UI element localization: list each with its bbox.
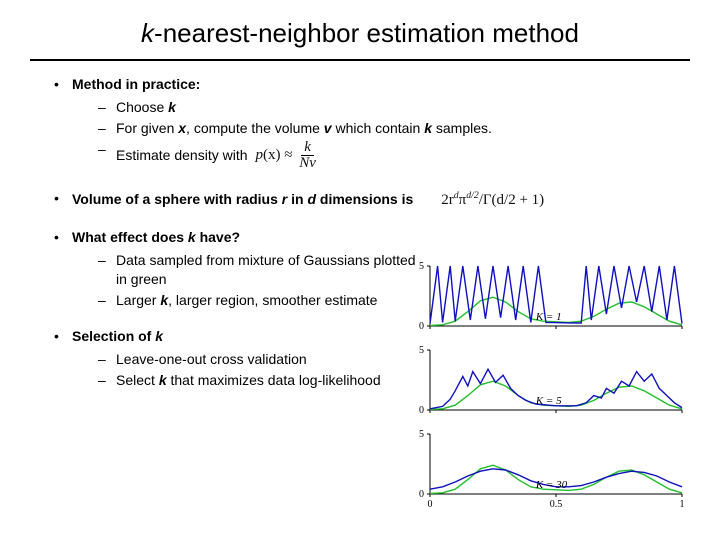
selection-sub-1: Leave-one-out cross validation bbox=[98, 350, 422, 369]
practice-head: Method in practice: bbox=[72, 76, 200, 92]
effect-head: What effect does k have? bbox=[72, 229, 240, 245]
svg-text:0: 0 bbox=[419, 405, 424, 416]
svg-text:5: 5 bbox=[419, 430, 424, 440]
practice-sub-2: For given x, compute the volume v which … bbox=[98, 119, 680, 138]
svg-text:0: 0 bbox=[428, 499, 433, 510]
title-k: k bbox=[141, 18, 154, 48]
plot-panel: 0 5 K = 5 bbox=[408, 346, 688, 426]
title-rest: -nearest-neighbor estimation method bbox=[154, 18, 579, 48]
svg-text:K = 1: K = 1 bbox=[535, 311, 562, 323]
svg-text:5: 5 bbox=[419, 262, 424, 272]
volume-formula: 2rdπd/2/Γ(d/2 + 1) bbox=[441, 189, 544, 210]
practice-sub-1: Choose k bbox=[98, 98, 680, 117]
knn-plots: 0 5 K = 1 0 5 K = 5 0 5 0 0.5 1 K = 30 bbox=[408, 262, 688, 510]
title-rule bbox=[30, 59, 690, 61]
page-title: k-nearest-neighbor estimation method bbox=[0, 0, 720, 59]
selection-head: Selection of k bbox=[72, 328, 163, 344]
selection-sub-2: Select k that maximizes data log-likelih… bbox=[98, 371, 422, 390]
svg-text:0.5: 0.5 bbox=[550, 499, 563, 510]
effect-sub-2: Larger k, larger region, smoother estima… bbox=[98, 291, 422, 310]
svg-text:0: 0 bbox=[419, 489, 424, 500]
section-volume: Volume of a sphere with radius r in d di… bbox=[50, 189, 680, 210]
section-practice: Method in practice: Choose k For given x… bbox=[50, 75, 680, 171]
svg-text:0: 0 bbox=[419, 321, 424, 332]
svg-text:K = 5: K = 5 bbox=[535, 395, 562, 407]
svg-text:1: 1 bbox=[680, 499, 685, 510]
svg-text:K = 30: K = 30 bbox=[535, 479, 568, 491]
density-formula: p(x) ≈ kNv bbox=[256, 140, 319, 171]
plot-panel: 0 5 K = 1 bbox=[408, 262, 688, 342]
plot-panel: 0 5 0 0.5 1 K = 30 bbox=[408, 430, 688, 510]
effect-sub-1: Data sampled from mixture of Gaussians p… bbox=[98, 251, 422, 289]
svg-text:5: 5 bbox=[419, 346, 424, 356]
practice-sub-3: Estimate density with p(x) ≈ kNv bbox=[98, 140, 680, 171]
volume-head: Volume of a sphere with radius r in d di… bbox=[72, 190, 413, 209]
